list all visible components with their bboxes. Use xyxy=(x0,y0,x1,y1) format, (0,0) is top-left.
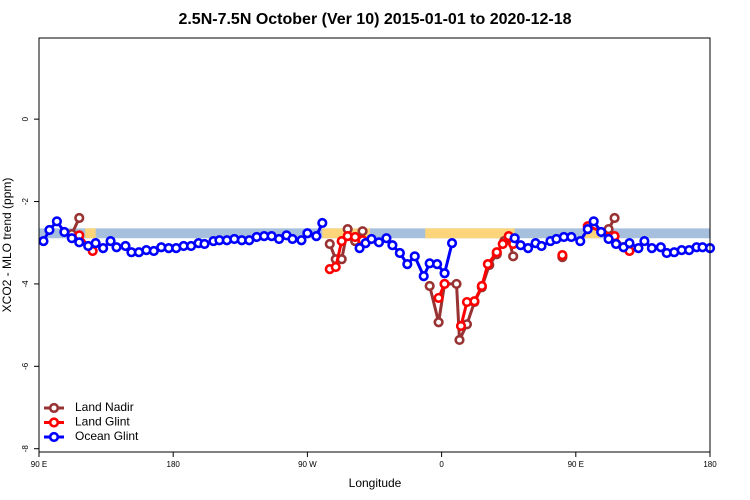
data-point xyxy=(98,242,109,254)
data-point xyxy=(418,271,429,282)
data-point xyxy=(74,237,85,248)
plot-frame xyxy=(38,37,711,453)
data-point xyxy=(402,259,413,270)
data-point xyxy=(566,231,577,243)
data-point xyxy=(439,278,450,290)
legend-label: Ocean Glint xyxy=(75,429,139,443)
data-point xyxy=(451,278,462,290)
data-point xyxy=(439,268,450,279)
data-point xyxy=(317,217,328,229)
data-point xyxy=(394,247,405,259)
data-point xyxy=(469,296,480,307)
data-point xyxy=(582,224,593,235)
x-tick-label: 90 E xyxy=(568,460,584,469)
data-point xyxy=(646,242,657,254)
data-point xyxy=(454,334,465,346)
data-point xyxy=(111,242,122,253)
data-point xyxy=(509,233,520,244)
data-point xyxy=(311,231,322,242)
data-point xyxy=(199,238,210,250)
data-point xyxy=(381,233,392,244)
data-point xyxy=(59,226,70,238)
data-point xyxy=(446,238,458,249)
data-point xyxy=(497,238,508,250)
data-point xyxy=(476,280,487,292)
data-point xyxy=(120,240,131,252)
data-point xyxy=(588,216,599,227)
data-point xyxy=(74,212,85,224)
data-point xyxy=(90,238,101,249)
trend-band xyxy=(425,228,515,239)
data-point xyxy=(624,238,635,249)
data-point xyxy=(373,237,385,248)
x-tick-label: 180 xyxy=(703,460,717,469)
data-point xyxy=(536,240,547,252)
data-point xyxy=(357,226,368,237)
legend-marker xyxy=(48,402,60,414)
data-point xyxy=(44,224,55,236)
data-point xyxy=(424,280,435,292)
legend-label: Land Nadir xyxy=(75,400,134,414)
data-point xyxy=(287,233,298,245)
data-point xyxy=(455,320,467,332)
data-point xyxy=(273,233,285,245)
data-point xyxy=(603,233,614,245)
x-tick-label: 90 W xyxy=(298,460,317,469)
data-point xyxy=(409,251,420,262)
x-tick-label: 180 xyxy=(167,460,181,469)
x-axis-title: Longitude xyxy=(349,476,402,490)
y-tick-label: -4 xyxy=(21,280,30,288)
trend-band xyxy=(85,228,96,239)
data-point xyxy=(302,228,313,239)
data-point xyxy=(609,212,620,224)
data-point xyxy=(655,242,666,253)
data-point xyxy=(330,261,341,273)
data-point xyxy=(596,226,607,238)
legend-label: Land Glint xyxy=(75,415,130,429)
plot-area xyxy=(38,212,716,346)
legend-marker xyxy=(48,431,60,443)
data-point xyxy=(639,235,650,247)
data-point xyxy=(296,235,307,246)
data-point xyxy=(433,317,444,328)
data-point xyxy=(66,233,77,244)
y-tick-label: 0 xyxy=(21,116,30,121)
x-tick-label: 90 E xyxy=(31,460,47,469)
data-point xyxy=(433,292,444,304)
chart-title: 2.5N-7.5N October (Ver 10) 2015-01-01 to… xyxy=(178,11,571,28)
x-tick-label: 0 xyxy=(439,460,444,469)
data-point xyxy=(324,238,335,250)
data-point xyxy=(522,242,534,254)
data-point xyxy=(105,235,116,247)
data-point xyxy=(482,259,493,270)
data-point xyxy=(148,245,159,257)
trend-band xyxy=(39,228,710,239)
data-point xyxy=(575,235,586,247)
y-tick-label: -2 xyxy=(21,197,30,205)
data-point xyxy=(491,247,502,258)
data-point xyxy=(51,216,62,227)
data-point xyxy=(38,235,49,247)
y-tick-label: -8 xyxy=(21,445,30,453)
y-axis-title: XCO2 - MLO trend (ppm) xyxy=(0,178,14,313)
legend-marker xyxy=(48,417,60,428)
data-point xyxy=(633,242,644,254)
data-point xyxy=(557,249,568,261)
data-point xyxy=(387,240,398,251)
y-tick-label: -6 xyxy=(21,362,30,370)
data-point xyxy=(508,251,519,262)
data-point xyxy=(432,259,443,270)
